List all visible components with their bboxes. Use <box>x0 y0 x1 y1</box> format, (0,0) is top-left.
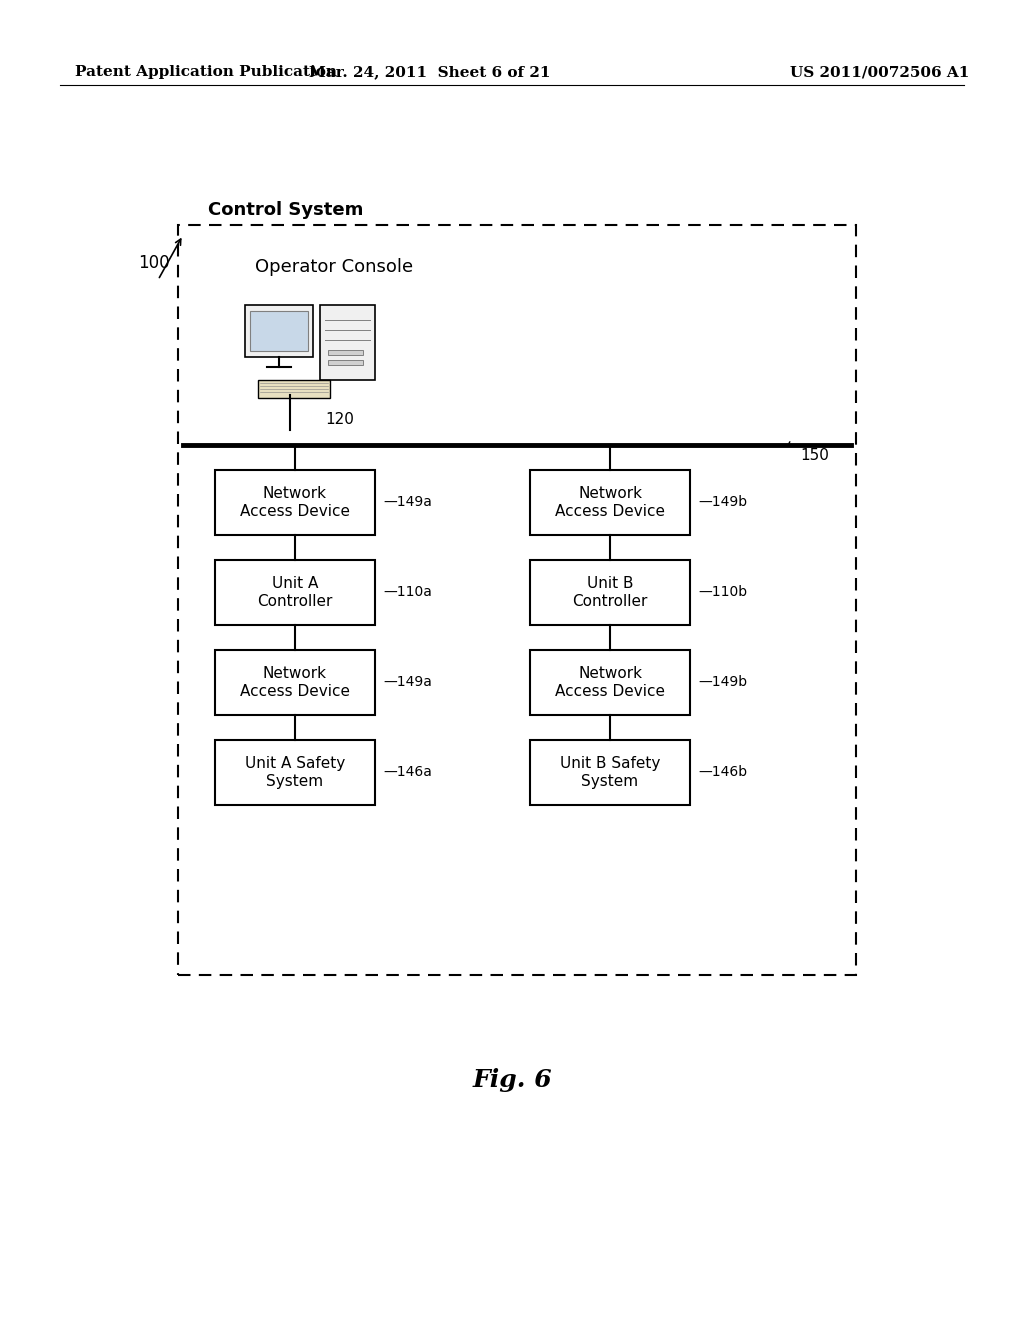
Text: —149b: —149b <box>698 676 748 689</box>
FancyBboxPatch shape <box>215 560 375 624</box>
Text: Operator Console: Operator Console <box>255 257 413 276</box>
Text: US 2011/0072506 A1: US 2011/0072506 A1 <box>790 65 970 79</box>
Text: —149b: —149b <box>698 495 748 510</box>
Text: Unit A Safety
System: Unit A Safety System <box>245 756 345 789</box>
Text: —146a: —146a <box>383 766 432 780</box>
Text: 120: 120 <box>325 412 354 428</box>
Text: Network
Access Device: Network Access Device <box>240 667 350 698</box>
FancyBboxPatch shape <box>530 741 690 805</box>
Text: —110b: —110b <box>698 586 748 599</box>
FancyBboxPatch shape <box>215 649 375 715</box>
Text: Unit B
Controller: Unit B Controller <box>572 577 648 609</box>
FancyBboxPatch shape <box>530 560 690 624</box>
FancyBboxPatch shape <box>215 741 375 805</box>
Text: Network
Access Device: Network Access Device <box>555 667 665 698</box>
Text: Network
Access Device: Network Access Device <box>240 486 350 519</box>
Text: —110a: —110a <box>383 586 432 599</box>
FancyBboxPatch shape <box>530 470 690 535</box>
Text: Mar. 24, 2011  Sheet 6 of 21: Mar. 24, 2011 Sheet 6 of 21 <box>309 65 551 79</box>
FancyBboxPatch shape <box>245 305 313 356</box>
FancyBboxPatch shape <box>530 649 690 715</box>
Text: 150: 150 <box>800 447 828 462</box>
Text: Control System: Control System <box>208 201 364 219</box>
Text: —149a: —149a <box>383 676 432 689</box>
FancyBboxPatch shape <box>250 312 308 351</box>
Text: Unit B Safety
System: Unit B Safety System <box>560 756 660 789</box>
Text: —146b: —146b <box>698 766 748 780</box>
Text: Unit A
Controller: Unit A Controller <box>257 577 333 609</box>
FancyBboxPatch shape <box>258 380 330 399</box>
Bar <box>328 360 362 366</box>
Text: 100: 100 <box>138 253 170 272</box>
Text: —149a: —149a <box>383 495 432 510</box>
FancyBboxPatch shape <box>215 470 375 535</box>
Text: Patent Application Publication: Patent Application Publication <box>75 65 337 79</box>
Bar <box>328 350 362 355</box>
FancyBboxPatch shape <box>319 305 375 380</box>
Text: Network
Access Device: Network Access Device <box>555 486 665 519</box>
Text: Fig. 6: Fig. 6 <box>472 1068 552 1092</box>
